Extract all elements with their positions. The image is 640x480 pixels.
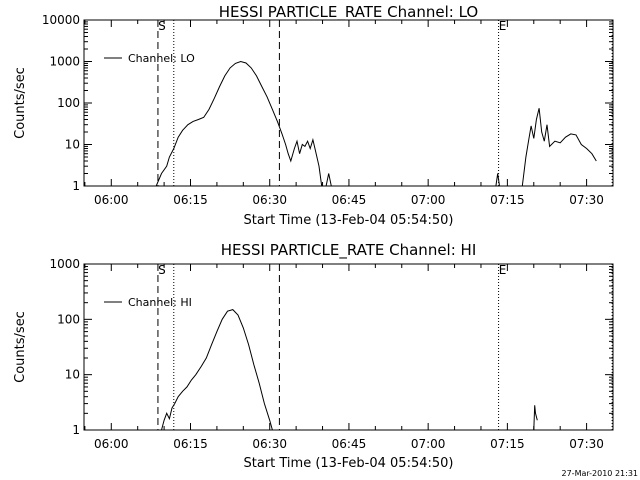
x-tick-label: 07:30 [569, 437, 604, 451]
y-tick-label: 1 [72, 179, 80, 193]
y-tick-label: 1000 [49, 55, 80, 69]
legend-label: Channel: LO [128, 52, 195, 65]
plot-frame [83, 19, 614, 187]
x-tick-label: 06:00 [94, 437, 129, 451]
series-line [533, 405, 538, 430]
series-line [495, 173, 500, 186]
x-axis-label: Start Time (13-Feb-04 05:54:50) [244, 213, 454, 228]
y-tick-label: 1 [72, 423, 80, 437]
x-tick-label: 07:30 [569, 193, 604, 207]
vline-marker-s: S [158, 263, 166, 277]
chart-title: HESSI PARTICLE_RATE Channel: LO [219, 3, 478, 22]
x-tick-label: 07:15 [490, 437, 525, 451]
y-axis-label: Counts/sec [13, 311, 28, 383]
series-line [325, 173, 332, 186]
x-tick-label: 06:15 [173, 193, 208, 207]
plot-frame [83, 263, 614, 431]
x-tick-label: 07:00 [411, 193, 446, 207]
x-tick-label: 07:15 [490, 193, 525, 207]
y-tick-label: 10 [65, 138, 80, 152]
series-line [521, 108, 597, 186]
y-tick-label: 1000 [49, 257, 80, 271]
y-tick-label: 10000 [42, 13, 80, 27]
series-line [161, 309, 273, 430]
x-tick-label: 06:30 [252, 193, 287, 207]
y-axis-label: Counts/sec [13, 67, 28, 139]
x-tick-label: 06:45 [332, 193, 367, 207]
chart-panel-hi: HESSI PARTICLE_RATE Channel: HI 06:00 06:1… [13, 241, 614, 471]
x-tick-label: 06:30 [252, 437, 287, 451]
vline-marker-e: E [499, 19, 507, 33]
legend-label: Channel: HI [128, 296, 192, 309]
vline-marker-s: S [158, 19, 166, 33]
chart-panel-lo: HESSI PARTICLE_RATE Channel: LO 06:00 06:1… [13, 3, 614, 228]
vline-marker-e: E [499, 263, 507, 277]
y-tick-label: 100 [57, 96, 80, 110]
y-tick-label: 100 [57, 312, 80, 326]
footer-timestamp: 27-Mar-2010 21:31 [562, 469, 639, 478]
x-tick-label: 06:15 [173, 437, 208, 451]
x-tick-label: 06:45 [332, 437, 367, 451]
y-tick-label: 10 [65, 368, 80, 382]
chart-title: HESSI PARTICLE_RATE Channel: HI [221, 241, 477, 260]
x-axis-label: Start Time (13-Feb-04 05:54:50) [244, 456, 454, 471]
x-tick-label: 06:00 [94, 193, 129, 207]
series-line [155, 60, 323, 186]
x-tick-label: 07:00 [411, 437, 446, 451]
